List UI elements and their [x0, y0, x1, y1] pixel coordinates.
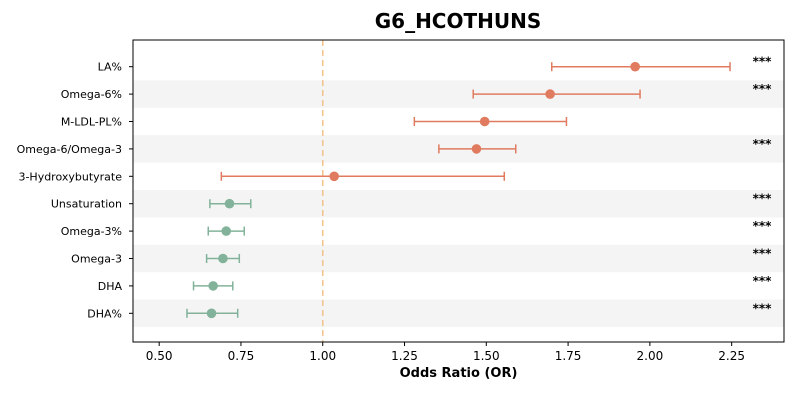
- or-point: [208, 281, 218, 291]
- x-tick-label: 1.25: [391, 349, 418, 363]
- or-point: [630, 61, 640, 72]
- plot-frame: [132, 39, 785, 343]
- x-tick-label: 1.00: [309, 349, 336, 363]
- x-tick-label: 0.75: [228, 349, 255, 363]
- significance-label: ***: [753, 219, 773, 233]
- x-tick-label: 2.25: [718, 349, 745, 363]
- y-tick-label: Omega-3: [71, 253, 122, 266]
- or-point: [329, 171, 339, 182]
- or-point: [221, 226, 232, 236]
- x-tick-label: 2.00: [637, 349, 664, 363]
- y-tick-label: Omega-6%: [61, 88, 122, 101]
- significance-label: ***: [753, 137, 773, 151]
- or-point: [471, 144, 482, 154]
- significance-label: ***: [753, 301, 773, 315]
- significance-label: ***: [753, 55, 773, 69]
- row-shade: [133, 244, 784, 273]
- or-point: [479, 116, 490, 127]
- x-tick-label: 1.50: [473, 349, 500, 363]
- x-axis-label: Odds Ratio (OR): [399, 366, 518, 381]
- y-tick-label: DHA%: [87, 307, 122, 320]
- or-point: [218, 253, 228, 264]
- or-point: [224, 198, 235, 209]
- x-tick-label: 1.75: [555, 349, 582, 363]
- row-shade: [133, 299, 784, 327]
- y-tick-label: Omega-6/Omega-3: [17, 143, 122, 156]
- y-tick-label: Unsaturation: [51, 198, 122, 211]
- y-tick-label: M-LDL-PL%: [61, 116, 122, 129]
- or-point: [545, 89, 555, 99]
- or-point: [206, 308, 217, 319]
- significance-label: ***: [753, 247, 773, 261]
- x-tick-label: 0.50: [146, 349, 173, 363]
- y-tick-label: LA%: [98, 61, 122, 74]
- row-shade: [133, 80, 784, 108]
- y-tick-label: DHA: [98, 280, 123, 293]
- significance-label: ***: [753, 192, 773, 206]
- significance-label: ***: [753, 274, 773, 288]
- y-tick-label: 3-Hydroxybutyrate: [18, 170, 122, 183]
- chart-title: G6_HCOTHUNS: [374, 9, 542, 33]
- significance-label: ***: [753, 82, 773, 96]
- y-tick-label: Omega-3%: [61, 225, 122, 238]
